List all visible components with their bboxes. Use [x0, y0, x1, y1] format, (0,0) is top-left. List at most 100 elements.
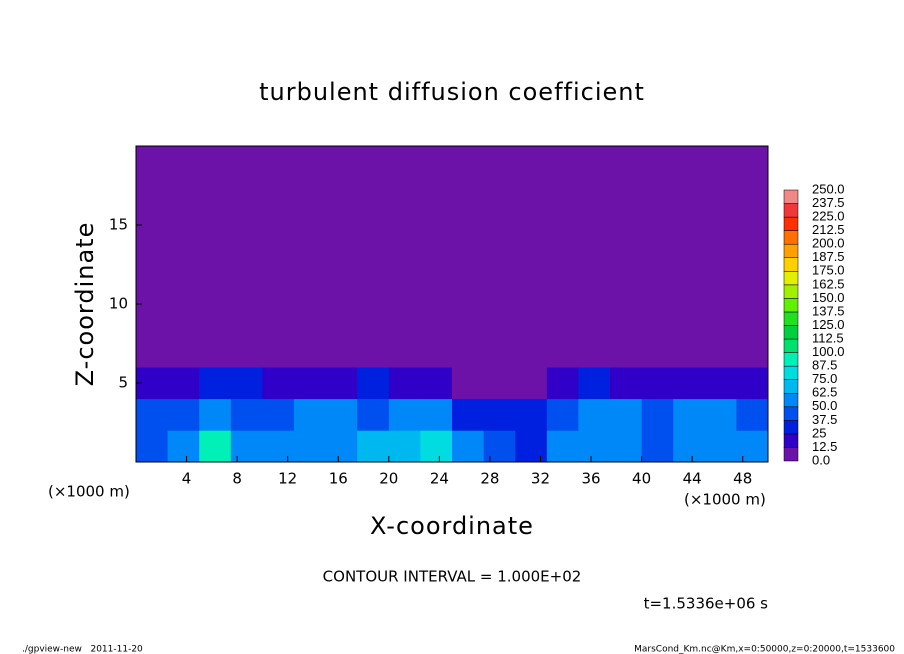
heat-cell — [262, 398, 295, 431]
x-tick-label: 36 — [581, 470, 600, 488]
heat-cell — [230, 398, 263, 431]
heat-cell — [673, 430, 706, 463]
contour-note: CONTOUR INTERVAL = 1.000E+02 — [323, 568, 582, 586]
heat-cell — [673, 367, 706, 400]
heat-cell — [136, 398, 169, 431]
heat-cell — [420, 430, 453, 463]
heat-cell — [578, 398, 611, 431]
colorbar-label: 212.5 — [812, 222, 845, 237]
x-tick-label: 28 — [480, 470, 499, 488]
colorbar-label: 150.0 — [812, 290, 845, 305]
heat-cell — [325, 146, 358, 368]
x-tick-label: 24 — [430, 470, 449, 488]
heat-cell — [704, 146, 737, 368]
x-tick-label: 40 — [632, 470, 651, 488]
colorbar-label: 137.5 — [812, 303, 845, 318]
colorbar-label: 187.5 — [812, 249, 845, 264]
colorbar-swatch — [783, 393, 799, 408]
heat-cell — [230, 367, 263, 400]
heat-cell — [673, 146, 706, 368]
heat-cell — [452, 367, 485, 400]
heat-cell — [610, 430, 643, 463]
colorbar-swatch — [783, 325, 799, 340]
colorbar-label: 50.0 — [812, 398, 837, 413]
colorbar-swatch — [783, 420, 799, 435]
heat-cell — [420, 398, 453, 431]
x-tick-label: 16 — [329, 470, 348, 488]
heat-cell — [610, 146, 643, 368]
heat-cell — [136, 430, 169, 463]
heat-cell — [167, 430, 200, 463]
heat-cell — [325, 367, 358, 400]
heat-cell — [641, 367, 674, 400]
heat-cell — [262, 367, 295, 400]
colorbar-label: 125.0 — [812, 317, 845, 332]
heat-cell — [736, 367, 769, 400]
heat-cell — [452, 146, 485, 368]
heat-cell — [357, 367, 390, 400]
heat-cell — [673, 398, 706, 431]
colorbar-swatch — [783, 352, 799, 367]
heat-cell — [515, 367, 548, 400]
colorbar-label: 250.0 — [812, 181, 845, 196]
heat-cell — [641, 430, 674, 463]
heat-cell — [704, 430, 737, 463]
colorbar-label: 37.5 — [812, 412, 837, 427]
heat-cell — [483, 430, 516, 463]
heat-cell — [230, 430, 263, 463]
heat-cell — [483, 398, 516, 431]
colorbar-label: 100.0 — [812, 344, 845, 359]
heat-cell — [136, 146, 169, 368]
heat-cell — [704, 398, 737, 431]
x-tick-label: 12 — [278, 470, 297, 488]
colorbar-label: 62.5 — [812, 385, 837, 400]
heat-cell — [199, 367, 232, 400]
heat-cell — [641, 398, 674, 431]
heat-cell — [546, 430, 579, 463]
heat-cell — [641, 146, 674, 368]
heat-cell — [167, 367, 200, 400]
heat-cell — [294, 398, 327, 431]
colorbar-swatch — [783, 284, 799, 299]
heat-cell — [325, 430, 358, 463]
heat-cell — [357, 146, 390, 368]
heat-cell — [736, 146, 769, 368]
heat-cell — [452, 430, 485, 463]
y-tick-label: 15 — [109, 216, 128, 234]
heat-cell — [452, 398, 485, 431]
colorbar-label: 162.5 — [812, 276, 845, 291]
heat-cell — [704, 367, 737, 400]
x-axis-label: X-coordinate — [370, 512, 534, 540]
colorbar-swatch — [783, 406, 799, 421]
heat-cell — [515, 430, 548, 463]
heat-cell — [388, 398, 421, 431]
heat-cell — [546, 367, 579, 400]
heat-cell — [546, 146, 579, 368]
heat-cell — [325, 398, 358, 431]
colorbar-label: 0.0 — [812, 452, 830, 467]
heat-cell — [515, 146, 548, 368]
colorbar-swatch — [783, 365, 799, 380]
x-tick-label: 48 — [733, 470, 752, 488]
heat-cell — [167, 146, 200, 368]
heat-cell — [294, 146, 327, 368]
heat-cell — [610, 367, 643, 400]
chart-title: turbulent diffusion coefficient — [259, 78, 645, 106]
colorbar-label: 225.0 — [812, 209, 845, 224]
heat-cell — [736, 430, 769, 463]
heat-cell — [357, 398, 390, 431]
colorbar-label: 200.0 — [812, 236, 845, 251]
heat-cell — [230, 146, 263, 368]
heat-cell — [357, 430, 390, 463]
colorbar-swatch — [783, 338, 799, 353]
heat-cell — [388, 146, 421, 368]
colorbar-label: 175.0 — [812, 263, 845, 278]
colorbar-swatch — [783, 311, 799, 326]
footer-right: MarsCond_Km.nc@Km,x=0:50000,z=0:20000,t=… — [634, 645, 895, 654]
colorbar-label: 12.5 — [812, 439, 837, 454]
colorbar-label: 75.0 — [812, 371, 837, 386]
colorbar-swatch — [783, 257, 799, 272]
heat-cell — [578, 146, 611, 368]
y-tick-label: 5 — [118, 374, 128, 392]
